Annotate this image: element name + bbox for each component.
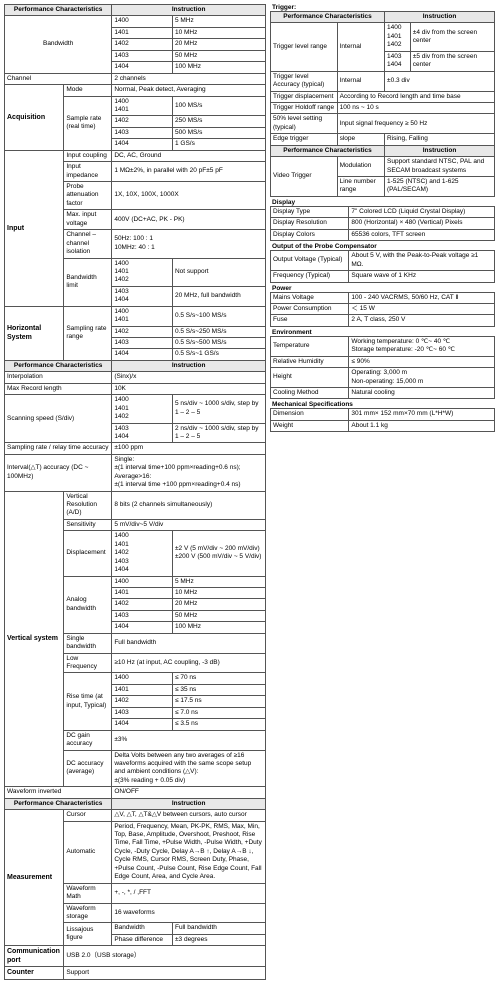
acquisition-label: Acquisition xyxy=(5,85,64,151)
bw-code: 1400 xyxy=(112,16,173,27)
probe-table: Output Voltage (Typical)About 5 V, with … xyxy=(270,250,495,282)
power-table: Mains Voltage100 - 240 VACRMS, 50/60 Hz,… xyxy=(270,292,495,327)
horizontal-label: Horizontal System xyxy=(5,306,64,360)
vertical-label: Vertical system xyxy=(5,491,64,787)
env-table: TemperatureWorking temperature: 0 ℃~ 40 … xyxy=(270,336,495,400)
trigger-table: Performance Characteristics Instruction … xyxy=(270,11,495,197)
input-label: Input xyxy=(5,150,64,306)
perf-header: Performance Characteristics xyxy=(5,5,112,16)
left-table: Performance Characteristics Instruction … xyxy=(4,4,266,980)
env-title: Environment xyxy=(270,329,495,336)
mech-title: Mechanical Specifications xyxy=(270,401,495,408)
trigger-title: Trigger: xyxy=(270,4,495,11)
inst-header: Instruction xyxy=(112,5,266,16)
measurement-label: Measurement xyxy=(5,810,64,946)
display-table: Display Type7" Colored LCD (Liquid Cryst… xyxy=(270,206,495,241)
channel-label: Channel xyxy=(5,73,112,84)
power-title: Power xyxy=(270,285,495,292)
mech-table: Dimension301 mm× 152 mm×70 mm (L*H*W) We… xyxy=(270,408,495,432)
bandwidth-label: Bandwidth xyxy=(5,16,112,73)
display-title: Display xyxy=(270,199,495,206)
probe-title: Output of the Probe Compensator xyxy=(270,243,495,250)
bw-val: 5 MHz xyxy=(172,16,265,27)
